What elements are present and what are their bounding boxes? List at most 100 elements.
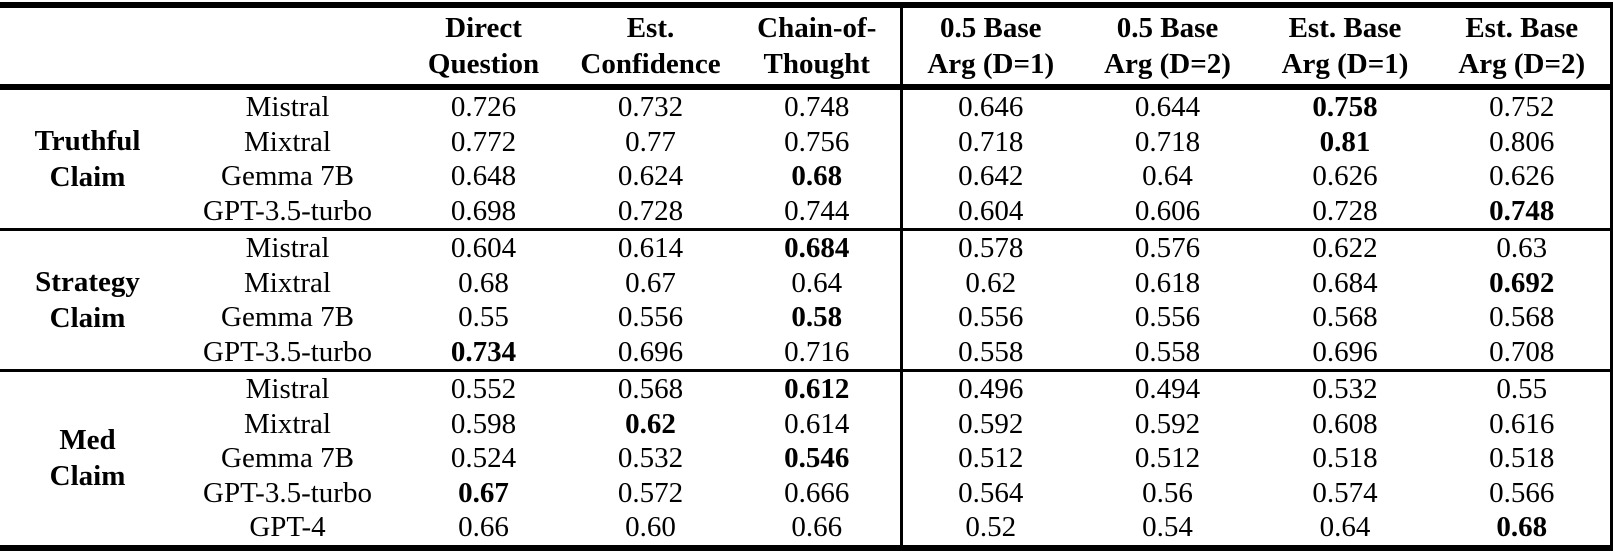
metric-value: 0.572 (617, 476, 684, 509)
metric-value: 0.696 (617, 335, 684, 368)
column-header-05-base-arg-d2: 0.5 Base Arg (D=2) (1079, 5, 1256, 90)
metric-value: 0.614 (567, 228, 734, 266)
metric-value: 0.56 (1142, 476, 1193, 509)
metric-value: 0.626 (1312, 160, 1378, 192)
model-name: Mixtral (244, 125, 331, 158)
table-group: Med Claim Mistral 0.552 0.568 0.612 0.496 0.49… (0, 369, 1611, 548)
metric-value: 0.496 (901, 369, 1079, 407)
metric-value: 0.692 (1489, 266, 1555, 299)
metric-value: 0.734 (450, 335, 517, 368)
metric-value: 0.564 (958, 476, 1024, 509)
metric-value: 0.77 (625, 125, 676, 158)
column-header-05-base-arg-d1: 0.5 Base Arg (D=1) (901, 5, 1079, 90)
column-header-est-base-arg-d1: Est. Base Arg (D=1) (1256, 5, 1434, 90)
metric-value: 0.576 (1079, 228, 1256, 266)
metric-value: 0.64 (734, 265, 903, 300)
metric-value: 0.568 (1489, 301, 1555, 333)
metric-value: 0.726 (450, 91, 517, 123)
metric-value: 0.532 (617, 442, 684, 474)
model-name: GPT-3.5-turbo (203, 194, 372, 227)
metric-value: 0.64 (1319, 511, 1371, 543)
metric-value: 0.716 (734, 334, 903, 371)
metric-value: 0.708 (1489, 335, 1555, 368)
metric-value: 0.732 (617, 91, 684, 123)
metric-value: 0.772 (450, 125, 517, 158)
table-row: Mixtral 0.772 0.77 0.756 0.718 0.718 0.81 0.806 (0, 124, 1611, 159)
table-row: Mixtral 0.598 0.62 0.614 0.592 0.592 0.608 0.61… (0, 406, 1611, 441)
model-name: Mistral (175, 369, 400, 407)
metric-value: 0.718 (958, 125, 1024, 158)
metric-value: 0.684 (1312, 266, 1378, 299)
table-row: GPT-4 0.66 0.60 0.66 0.52 0.54 0.64 0.68 (0, 510, 1611, 548)
metric-value: 0.524 (450, 442, 517, 474)
table-row: Gemma 7B 0.55 0.556 0.58 0.556 0.556 0.568 0.56… (0, 300, 1611, 335)
metric-value: 0.604 (958, 194, 1024, 227)
metric-value: 0.666 (734, 475, 903, 510)
table-group: Strategy Claim Mistral 0.604 0.614 0.684 0.57… (0, 228, 1611, 371)
table-row: Strategy Claim Mistral 0.604 0.614 0.684 0.57… (0, 228, 1611, 371)
metric-value: 0.806 (1489, 125, 1555, 158)
metric-value: 0.58 (734, 300, 903, 335)
group-column-header-empty (0, 5, 175, 90)
metric-value: 0.728 (1312, 194, 1378, 227)
metric-value: 0.558 (1134, 335, 1201, 368)
metric-value: 0.624 (617, 160, 684, 192)
table-row: GPT-3.5-turbo 0.734 0.696 0.716 0.558 0.558 0.… (0, 334, 1611, 371)
model-name: Mixtral (244, 266, 331, 299)
column-header-est-base-arg-d2: Est. Base Arg (D=2) (1434, 5, 1611, 90)
metric-value: 0.748 (1489, 194, 1555, 227)
model-name: GPT-3.5-turbo (203, 476, 372, 509)
metric-value: 0.592 (958, 407, 1024, 440)
metric-value: 0.744 (734, 193, 903, 230)
metric-value: 0.66 (458, 511, 509, 543)
metric-value: 0.552 (400, 369, 567, 407)
metric-value: 0.606 (1134, 194, 1201, 227)
metric-value: 0.55 (1434, 369, 1611, 407)
table-row: Mixtral 0.68 0.67 0.64 0.62 0.618 0.684 0.692 (0, 265, 1611, 300)
metric-value: 0.81 (1319, 125, 1371, 158)
table-row: Med Claim Mistral 0.552 0.568 0.612 0.496 0.49… (0, 369, 1611, 548)
table-row: Gemma 7B 0.648 0.624 0.68 0.642 0.64 0.626 0.62… (0, 159, 1611, 194)
metric-value: 0.568 (567, 369, 734, 407)
metric-value: 0.608 (1312, 407, 1378, 440)
model-column-header-empty (175, 5, 400, 90)
metric-value: 0.696 (1312, 335, 1378, 368)
metric-value: 0.698 (450, 194, 517, 227)
metric-value: 0.748 (734, 87, 903, 125)
metric-value: 0.612 (734, 369, 903, 407)
model-name: Mistral (175, 228, 400, 266)
metric-value: 0.558 (958, 335, 1024, 368)
metric-value: 0.604 (400, 228, 567, 266)
column-header-direct-question: Direct Question (400, 5, 567, 90)
metric-value: 0.68 (734, 159, 903, 194)
metric-value: 0.68 (1496, 511, 1548, 543)
metric-value: 0.62 (625, 407, 676, 440)
metric-value: 0.758 (1312, 91, 1378, 123)
metric-value: 0.494 (1079, 369, 1256, 407)
metric-value: 0.54 (1142, 511, 1193, 543)
metric-value: 0.626 (1489, 160, 1555, 192)
metric-value: 0.64 (1142, 160, 1193, 192)
metric-value: 0.618 (1134, 266, 1201, 299)
metric-value: 0.546 (734, 441, 903, 476)
metric-value: 0.518 (1312, 442, 1378, 474)
metric-value: 0.63 (1434, 228, 1611, 266)
model-name: Mistral (245, 91, 330, 123)
metric-value: 0.718 (1134, 125, 1201, 158)
metric-value: 0.532 (1256, 369, 1434, 407)
metric-value: 0.592 (1134, 407, 1201, 440)
model-name: GPT-3.5-turbo (203, 335, 372, 368)
metric-value: 0.752 (1489, 91, 1555, 123)
metric-value: 0.684 (734, 228, 903, 266)
group-label: Med Claim (0, 369, 175, 548)
metric-value: 0.60 (625, 511, 676, 543)
metric-value: 0.556 (617, 301, 684, 333)
metric-value: 0.622 (1256, 228, 1434, 266)
model-name: Gemma 7B (221, 160, 354, 192)
metric-value: 0.55 (458, 301, 509, 333)
metric-value: 0.616 (1489, 407, 1555, 440)
column-header-est-confidence: Est. Confidence (567, 5, 734, 90)
metric-value: 0.568 (1312, 301, 1378, 333)
